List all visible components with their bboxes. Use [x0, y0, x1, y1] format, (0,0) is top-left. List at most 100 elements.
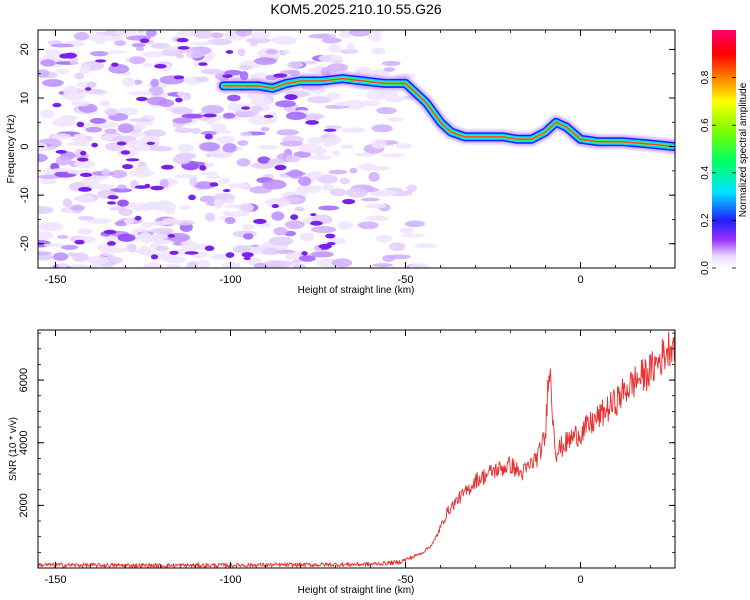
noise-blob — [349, 167, 358, 174]
noise-blob — [73, 133, 87, 139]
noise-blob — [143, 129, 166, 138]
noise-blob — [79, 64, 91, 75]
noise-blob — [253, 262, 268, 268]
noise-blob — [201, 104, 224, 115]
noise-blob-strong — [103, 229, 117, 235]
noise-blob — [175, 53, 185, 59]
noise-blob — [338, 32, 352, 38]
noise-blob-strong — [222, 189, 231, 193]
noise-blob — [268, 158, 286, 165]
noise-blob — [236, 158, 251, 167]
noise-blob — [117, 233, 136, 242]
noise-blob-strong — [125, 158, 140, 162]
noise-blob — [173, 127, 194, 133]
noise-blob — [179, 205, 192, 210]
noise-blob-strong — [55, 149, 68, 154]
noise-blob — [101, 168, 111, 176]
noise-blob — [100, 252, 111, 256]
noise-blob — [339, 144, 354, 149]
noise-blob — [358, 163, 377, 171]
noise-blob — [142, 262, 164, 268]
noise-blob — [52, 252, 69, 261]
noise-blob — [38, 231, 54, 241]
noise-blob — [246, 91, 267, 100]
noise-blob — [38, 69, 50, 78]
noise-blob — [110, 170, 128, 179]
noise-blob — [226, 198, 235, 205]
noise-blob — [368, 171, 380, 182]
noise-blob — [216, 135, 236, 144]
noise-blob — [189, 176, 198, 186]
noise-blob-strong — [198, 62, 208, 66]
noise-blob — [137, 30, 146, 34]
noise-blob — [399, 227, 415, 234]
noise-blob-strong — [310, 220, 323, 226]
noise-blob — [186, 50, 204, 59]
noise-blob-strong — [342, 198, 356, 205]
noise-blob — [89, 117, 107, 124]
noise-blob — [55, 155, 72, 166]
noise-blob — [370, 138, 387, 149]
noise-blob — [384, 95, 405, 103]
noise-blob — [381, 60, 401, 66]
noise-blob — [311, 170, 323, 178]
noise-blob-strong — [135, 96, 148, 102]
noise-blob-strong — [146, 141, 156, 146]
noise-blob — [114, 39, 126, 46]
noise-blob — [242, 224, 255, 231]
noise-blob — [121, 77, 136, 87]
noise-blob-strong — [199, 165, 207, 171]
noise-blob — [62, 85, 79, 96]
noise-blob-strong — [139, 38, 150, 44]
x-tick-label: -100 — [219, 274, 241, 286]
noise-blob — [114, 30, 137, 37]
noise-blob — [308, 67, 322, 73]
x-tick-label: -150 — [44, 274, 66, 286]
noise-blob-strong — [116, 141, 127, 146]
noise-blob-strong — [76, 121, 85, 128]
noise-blob-strong — [169, 250, 179, 255]
noise-blob — [77, 228, 93, 235]
noise-blob — [276, 129, 299, 136]
noise-blob-strong — [120, 150, 131, 155]
noise-blob — [250, 98, 273, 107]
noise-blob — [404, 220, 425, 228]
noise-blob — [74, 72, 85, 80]
noise-blob — [383, 67, 396, 72]
noise-blob — [69, 56, 79, 66]
noise-blob — [222, 112, 236, 119]
noise-blob — [81, 178, 100, 186]
noise-blob — [177, 143, 194, 153]
noise-blob — [47, 40, 63, 45]
noise-blob — [139, 231, 152, 241]
noise-blob-strong — [310, 213, 317, 217]
noise-blob — [149, 236, 159, 242]
noise-blob — [142, 250, 154, 257]
noise-blob — [38, 251, 53, 256]
noise-blob — [199, 195, 216, 203]
noise-blob — [124, 217, 135, 225]
noise-blob — [104, 108, 118, 116]
noise-blob — [341, 127, 366, 133]
colorbar-tick-label: 0.6 — [700, 118, 711, 132]
noise-blob — [104, 128, 118, 134]
noise-blob — [257, 144, 279, 150]
noise-blob — [322, 183, 334, 192]
noise-blob — [339, 177, 350, 185]
noise-blob — [206, 116, 216, 126]
noise-blob-strong — [284, 94, 298, 100]
noise-blob-strong — [52, 102, 62, 108]
noise-blob — [327, 63, 348, 72]
noise-blob — [257, 156, 271, 164]
noise-blob — [159, 178, 169, 188]
noise-blob — [318, 54, 343, 63]
noise-blob — [204, 212, 216, 222]
noise-blob — [339, 49, 359, 54]
noise-blob — [186, 261, 199, 268]
noise-blob — [366, 90, 387, 101]
noise-blob — [191, 127, 202, 135]
noise-blob — [308, 33, 331, 39]
noise-blob-strong — [241, 252, 254, 258]
noise-blob — [409, 263, 429, 268]
noise-blob-strong — [59, 53, 72, 59]
